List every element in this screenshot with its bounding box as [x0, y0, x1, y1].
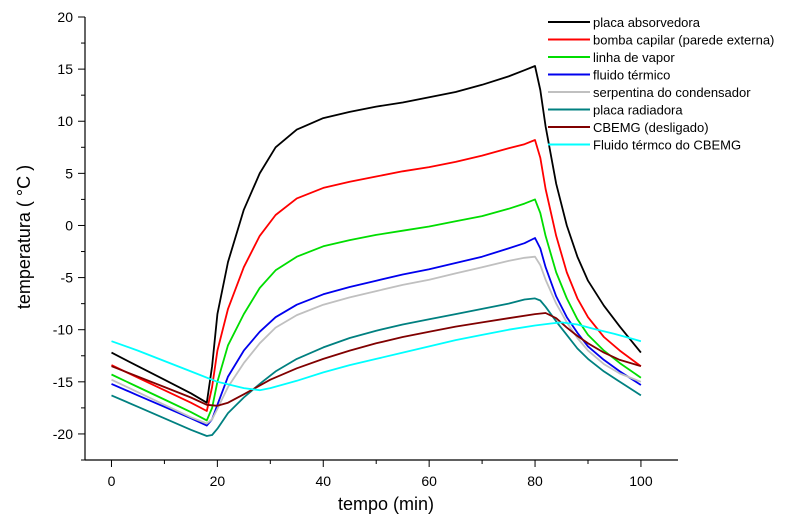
legend-label: placa radiadora: [593, 103, 683, 118]
y-tick-label: 5: [65, 165, 73, 181]
x-tick-label: 60: [421, 473, 437, 489]
legend-label: CBEMG (desligado): [593, 120, 709, 135]
series-line-8: [111, 321, 642, 392]
y-tick-label: -10: [53, 322, 73, 338]
y-tick-label: 20: [57, 9, 73, 25]
x-tick-label: 20: [210, 473, 226, 489]
series-line-7: [111, 312, 642, 407]
legend-label: placa absorvedora: [593, 15, 701, 30]
x-axis-title: tempo (min): [338, 494, 434, 514]
x-tick-label: 0: [108, 473, 116, 489]
x-tick-label: 40: [315, 473, 331, 489]
legend-label: serpentina do condensador: [593, 85, 751, 100]
series-line-6: [111, 297, 642, 437]
legend-label: Fluido térmco do CBEMG: [593, 138, 741, 153]
y-tick-label: -5: [61, 270, 74, 286]
y-tick-label: -20: [53, 426, 73, 442]
x-tick-label: 80: [527, 473, 543, 489]
y-tick-label: 0: [65, 217, 73, 233]
y-tick-label: 10: [57, 113, 73, 129]
series-line-3: [111, 198, 642, 422]
legend: placa absorvedora bomba capilar (parede e…: [548, 15, 774, 153]
series-line-2: [111, 139, 642, 412]
series-line-1: [111, 65, 642, 404]
y-axis-title: temperatura ( °C ): [14, 165, 34, 309]
y-tick-label: -15: [53, 374, 73, 390]
legend-label: linha de vapor: [593, 50, 675, 65]
legend-label: bomba capilar (parede externa): [593, 33, 774, 48]
series-layer: [111, 65, 642, 437]
y-tick-label: 15: [57, 61, 73, 77]
legend-label: fluido térmico: [593, 68, 670, 83]
plot-frame: [84, 17, 678, 461]
x-tick-label: 100: [629, 473, 653, 489]
ticks-layer: 0 20 40 60 80 100 -20 -15 -10 -5 0 5 10 15 20: [53, 9, 653, 489]
